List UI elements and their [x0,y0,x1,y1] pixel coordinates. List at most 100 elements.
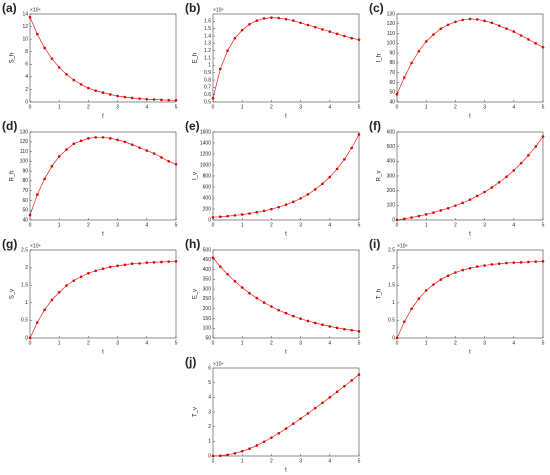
y-tick-label: 1 [392,300,395,306]
point [395,336,399,340]
panel-title: (f) [369,119,381,133]
point [226,214,229,218]
x-tick-label: 3 [116,222,119,228]
x-axis-label: t [102,232,104,238]
point [541,135,545,138]
point [138,146,141,149]
panel-title: (j) [185,355,196,369]
x-tick-label: 5 [358,104,361,110]
y-axis-label: I_v [193,172,199,180]
y-tick-label: 1.3 [204,41,211,47]
x-axis-label: t [285,350,287,356]
curve [212,17,360,99]
point [65,73,68,76]
y-tick-label: 200 [387,188,396,194]
x-tick-label: 1 [241,104,244,110]
point [240,213,244,216]
y-tick-label: 1.4 [204,33,211,39]
point [130,143,134,147]
point [43,177,46,181]
x-tick-label: 0 [212,222,215,228]
point [145,149,149,152]
point [328,175,332,179]
point [321,401,324,405]
point [28,213,32,217]
point [483,190,486,194]
point [292,422,295,426]
multiplier: ×10⁴ [397,243,408,249]
point [357,38,361,41]
y-tick-label: 1 [208,439,211,445]
x-tick-label: 4 [512,222,515,228]
point [240,286,244,289]
point [512,261,516,264]
x-tick-label: 5 [175,222,178,228]
point [43,46,46,50]
x-tick-label: 0 [396,104,399,110]
panel-title: (d) [2,119,17,133]
x-tick-label: 5 [358,340,361,346]
point [79,83,83,86]
point [248,212,251,215]
point [403,76,406,79]
x-tick-label: 3 [483,104,486,110]
point [87,137,90,140]
point [116,138,119,142]
x-tick-label: 0 [212,104,215,110]
point [468,198,472,201]
point [343,384,346,388]
point [541,45,545,49]
x-axis-label: t [102,114,104,120]
panel-title: (i) [369,237,380,251]
curve [29,137,177,216]
point [109,93,112,96]
y-tick-label: 300 [387,173,396,179]
point [335,32,339,36]
point [292,200,295,204]
point [28,336,32,340]
point [490,263,494,266]
y-tick-label: 0.9 [204,70,211,76]
point [313,188,317,191]
y-axis-label: I_h [377,54,383,62]
y-tick-label: 1 [25,300,28,306]
point [343,327,346,331]
point [270,207,273,211]
point [335,167,339,171]
curve [396,18,544,95]
point [476,18,479,21]
point [219,215,222,219]
y-tick-label: 400 [387,159,396,165]
point [306,412,310,415]
x-tick-label: 5 [542,340,545,346]
point [446,274,450,277]
point [219,265,222,268]
y-tick-label: 0.5 [204,99,211,105]
y-tick-label: 0.5 [21,318,28,324]
point [432,211,435,214]
point [454,20,457,24]
y-axis-label: E_v [193,289,199,299]
point [461,18,465,22]
point [284,17,288,21]
y-tick-label: 1.2 [204,48,211,54]
x-tick-label: 0 [212,340,215,346]
y-tick-label: 12 [22,24,28,30]
y-tick-label: 100 [20,159,29,165]
x-tick-label: 2 [270,458,273,464]
y-tick-label: 0.5 [388,318,395,324]
point [233,36,237,40]
point [255,444,259,447]
y-tick-label: 250 [203,296,212,302]
x-tick-label: 2 [87,340,90,346]
point [313,321,317,325]
point [174,99,178,102]
point [248,447,251,450]
point [109,137,112,140]
y-tick-label: 0 [392,217,395,223]
point [248,22,251,26]
y-tick-label: 120 [387,21,396,27]
y-tick-label: 70 [389,70,395,76]
point [255,19,259,22]
multiplier: ×10⁴ [213,7,224,13]
